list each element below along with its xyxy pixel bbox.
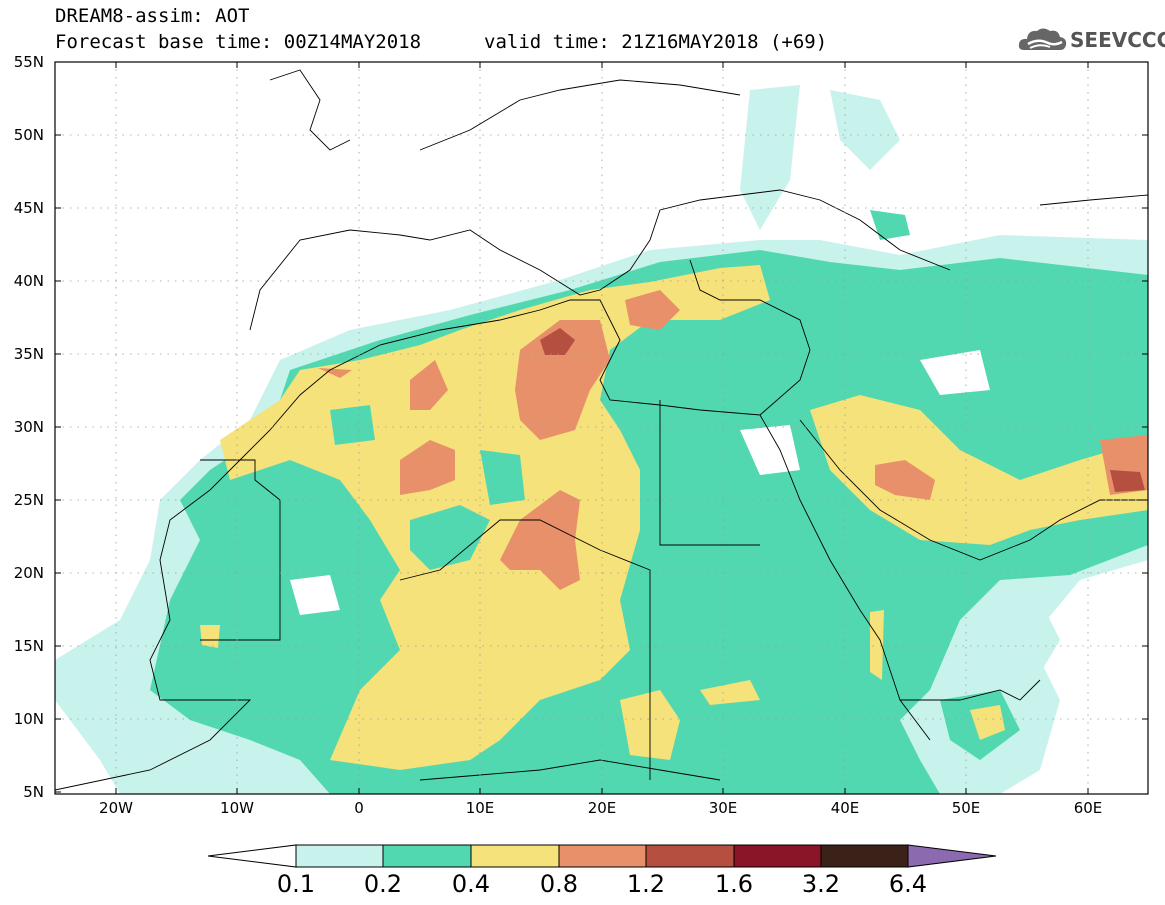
colorbar-label: 0.8 xyxy=(539,870,579,898)
colorbar-swatch-1.2 xyxy=(645,844,735,868)
colorbar-label: 3.2 xyxy=(801,870,841,898)
colorbar-swatch-0.8 xyxy=(558,844,647,868)
forecast-base-time: Forecast base time: 00Z14MAY2018 xyxy=(55,31,422,53)
colorbar-swatch-3.2 xyxy=(820,844,909,868)
colorbar-low-arrow xyxy=(207,844,297,868)
lon-label: 30E xyxy=(708,799,738,817)
lon-label: 10E xyxy=(465,799,495,817)
lon-label: 50E xyxy=(951,799,981,817)
aot-region-1.2 xyxy=(540,328,575,355)
colorbar xyxy=(207,844,997,868)
lon-label: 40E xyxy=(830,799,860,817)
lat-label: 15N xyxy=(13,637,44,655)
lat-label: 25N xyxy=(13,491,44,509)
colorbar-swatch-0.1 xyxy=(295,844,384,868)
seevccc-logo: SEEVCCC xyxy=(1018,24,1165,56)
cloud-icon xyxy=(1018,28,1067,50)
lat-label: 10N xyxy=(13,710,44,728)
lon-label: 0 xyxy=(354,799,364,817)
colorbar-swatch-0.2 xyxy=(382,844,472,868)
coastlines xyxy=(55,69,1148,791)
valid-time: valid time: 21Z16MAY2018 (+69) xyxy=(484,31,828,53)
colorbar-label: 0.4 xyxy=(451,870,491,898)
lat-label: 40N xyxy=(13,272,44,290)
lon-label: 10W xyxy=(220,799,254,817)
lon-label: 60E xyxy=(1073,799,1103,817)
colorbar-high-arrow xyxy=(907,844,997,868)
lon-label: 20W xyxy=(99,799,133,817)
colorbar-label: 6.4 xyxy=(888,870,928,898)
lon-label: 20E xyxy=(587,799,617,817)
axis-ticks xyxy=(55,61,1148,794)
colorbar-label: 0.2 xyxy=(363,870,403,898)
lat-label: 30N xyxy=(13,418,44,436)
colorbar-swatch-1.6 xyxy=(733,844,822,868)
map-frame xyxy=(54,61,1149,795)
colorbar-label: 1.2 xyxy=(626,870,666,898)
lat-label: 20N xyxy=(13,564,44,582)
lat-label: 5N xyxy=(23,783,44,801)
colorbar-label: 0.1 xyxy=(276,870,316,898)
colorbar-swatch-0.4 xyxy=(470,844,560,868)
lat-label: 55N xyxy=(13,53,44,71)
lat-label: 50N xyxy=(13,126,44,144)
aot-region-0.8 xyxy=(515,320,610,440)
lat-label: 35N xyxy=(13,345,44,363)
lat-label: 45N xyxy=(13,199,44,217)
aot-region-0.4 xyxy=(220,265,770,770)
colorbar-label: 1.6 xyxy=(714,870,754,898)
aot-contour-fills xyxy=(55,85,1148,794)
map-title: DREAM8-assim: AOT xyxy=(55,5,250,27)
logo-text: SEEVCCC xyxy=(1070,28,1165,52)
